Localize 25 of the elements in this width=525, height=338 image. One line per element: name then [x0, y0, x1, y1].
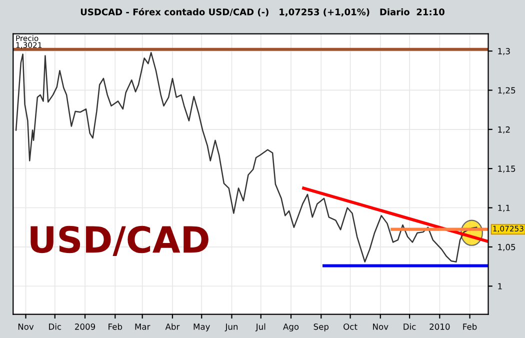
x-tick-label: 2009: [75, 324, 96, 330]
y-tick-label: 1,25: [498, 87, 516, 94]
x-tick-label: Ago: [283, 324, 299, 332]
x-tick-label: May: [194, 324, 210, 332]
y-tick-label: 1: [498, 283, 502, 290]
y-tick-label: 1,15: [498, 166, 516, 173]
x-tick-label: Sep: [314, 324, 329, 332]
x-tick-label: Feb: [463, 323, 477, 330]
y-tick-label: 1,1: [498, 204, 510, 212]
x-tick-label: Feb: [108, 323, 122, 330]
x-tick-label: Jun: [224, 324, 238, 332]
x-tick-label: Dic: [49, 323, 62, 330]
x-tick-label: Abr: [165, 323, 180, 330]
x-tick-label: 2010: [430, 324, 450, 330]
y-tick-label: 1,05: [498, 244, 516, 252]
x-tick-label: Oct: [344, 324, 358, 330]
x-tick-label: Jul: [255, 323, 266, 332]
chart-title: USDCAD - Fórex contado USD/CAD (-) 1,07253 (+1,01%) Diario 21:10: [80, 8, 444, 16]
x-tick-label: Mar: [135, 324, 150, 330]
y-tick-label: 1,2: [498, 126, 510, 134]
annotation: USD/CAD: [30, 226, 208, 256]
x-tick-label: Dic: [404, 323, 416, 330]
x-tick-label: Nov: [373, 324, 388, 330]
x-tick-label: Nov: [18, 324, 34, 330]
y-tick-label: 1,3: [498, 48, 510, 56]
